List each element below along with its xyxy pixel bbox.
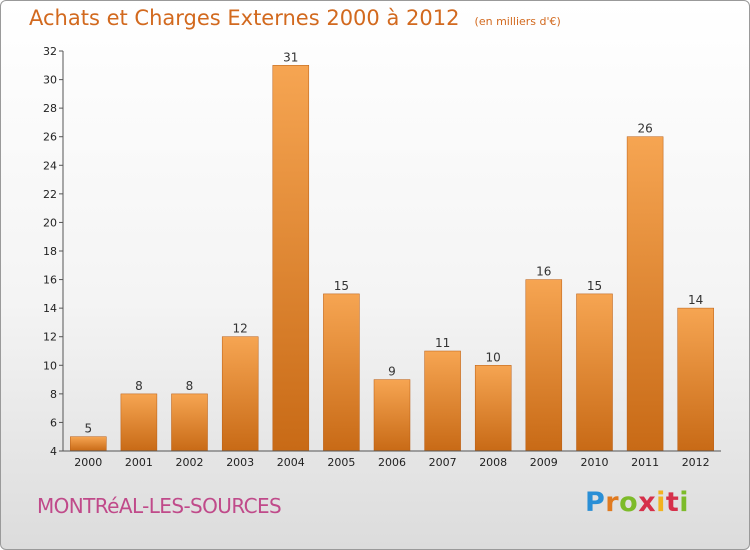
logo-letter: o xyxy=(619,487,639,518)
bar-value-label: 16 xyxy=(536,265,551,279)
bar-value-label: 8 xyxy=(135,379,143,393)
bar-2001 xyxy=(120,393,158,452)
bar-value-label: 15 xyxy=(334,279,349,293)
bar-value-label: 12 xyxy=(233,322,248,336)
logo-letter: t xyxy=(665,487,680,518)
bar-value-label: 8 xyxy=(186,379,194,393)
logo-letter: i xyxy=(679,487,690,518)
y-tick-label: 16 xyxy=(43,274,57,287)
x-axis: 2000 2001 2002 2003 2004 2005 2006 2007 2008 2009… xyxy=(63,450,721,469)
y-tick-label: 12 xyxy=(43,331,57,344)
bar-2002 xyxy=(171,393,208,452)
y-tick-label: 22 xyxy=(43,188,57,201)
bar-value-label: 10 xyxy=(486,350,501,364)
y-tick-label: 20 xyxy=(43,216,57,229)
chart-title: Achats et Charges Externes 2000 à 2012 xyxy=(29,6,460,30)
bar-2008 xyxy=(474,365,512,452)
x-tick-label: 2001 xyxy=(125,456,153,469)
bar-value-label: 26 xyxy=(637,122,652,136)
logo-letter: P xyxy=(585,487,606,518)
x-tick-label: 2006 xyxy=(378,456,406,469)
bar-2012 xyxy=(677,307,714,452)
bar-2000 xyxy=(70,436,107,452)
bar-2010 xyxy=(576,293,613,452)
y-tick-label: 32 xyxy=(43,45,57,58)
x-tick-label: 2000 xyxy=(74,456,102,469)
y-tick-label: 24 xyxy=(43,159,57,172)
bar-value-label: 14 xyxy=(688,293,703,307)
x-tick-label: 2011 xyxy=(631,456,659,469)
x-tick-label: 2009 xyxy=(530,456,558,469)
logo-letter: i xyxy=(656,487,666,518)
title-row: Achats et Charges Externes 2000 à 2012 (… xyxy=(29,6,561,30)
x-tick-label: 2012 xyxy=(682,456,710,469)
bar-2009 xyxy=(525,279,563,452)
x-tick-label: 2007 xyxy=(429,456,457,469)
x-tick-label: 2008 xyxy=(479,456,507,469)
x-tick-label: 2003 xyxy=(226,456,254,469)
y-tick-label: 14 xyxy=(43,302,57,315)
logo-letter: r xyxy=(605,487,620,518)
x-tick-label: 2002 xyxy=(176,456,204,469)
y-tick-label: 4 xyxy=(50,445,57,458)
bar-value-label: 9 xyxy=(388,365,396,379)
chart-unit: (en milliers d'€) xyxy=(474,15,561,28)
bar-value-label: 5 xyxy=(84,422,92,436)
bar-value-label: 15 xyxy=(587,279,602,293)
y-tick-label: 10 xyxy=(43,359,57,372)
bars: 5 8 8 12 31 15 9 11 10 16 15 26 14 xyxy=(70,50,714,452)
y-tick-label: 8 xyxy=(50,388,57,401)
bar-2004 xyxy=(272,65,310,452)
bar-value-label: 11 xyxy=(435,336,450,350)
bar-2005 xyxy=(323,293,360,452)
bar-2006 xyxy=(373,379,411,452)
proxiti-logo: Proxiti xyxy=(585,487,689,518)
x-tick-label: 2010 xyxy=(581,456,609,469)
y-tick-label: 28 xyxy=(43,102,57,115)
logo-letter: x xyxy=(638,487,657,518)
y-tick-label: 6 xyxy=(50,416,57,429)
y-axis: 4 6 8 10 12 14 16 18 20 22 24 26 28 30 32 xyxy=(43,45,64,458)
bar-2007 xyxy=(424,350,461,452)
y-tick-label: 30 xyxy=(43,74,57,87)
bar-2011 xyxy=(626,136,664,452)
place-name: MONTRéAL-LES-SOURCES xyxy=(37,494,282,518)
y-tick-label: 26 xyxy=(43,131,57,144)
bar-2003 xyxy=(221,336,259,452)
y-tick-label: 18 xyxy=(43,245,57,258)
x-tick-label: 2005 xyxy=(327,456,355,469)
bar-value-label: 31 xyxy=(283,50,298,64)
x-tick-label: 2004 xyxy=(277,456,305,469)
